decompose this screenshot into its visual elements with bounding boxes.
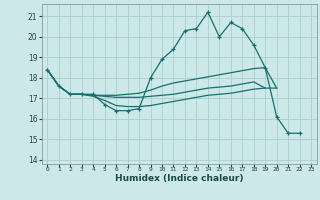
X-axis label: Humidex (Indice chaleur): Humidex (Indice chaleur) bbox=[115, 174, 244, 183]
